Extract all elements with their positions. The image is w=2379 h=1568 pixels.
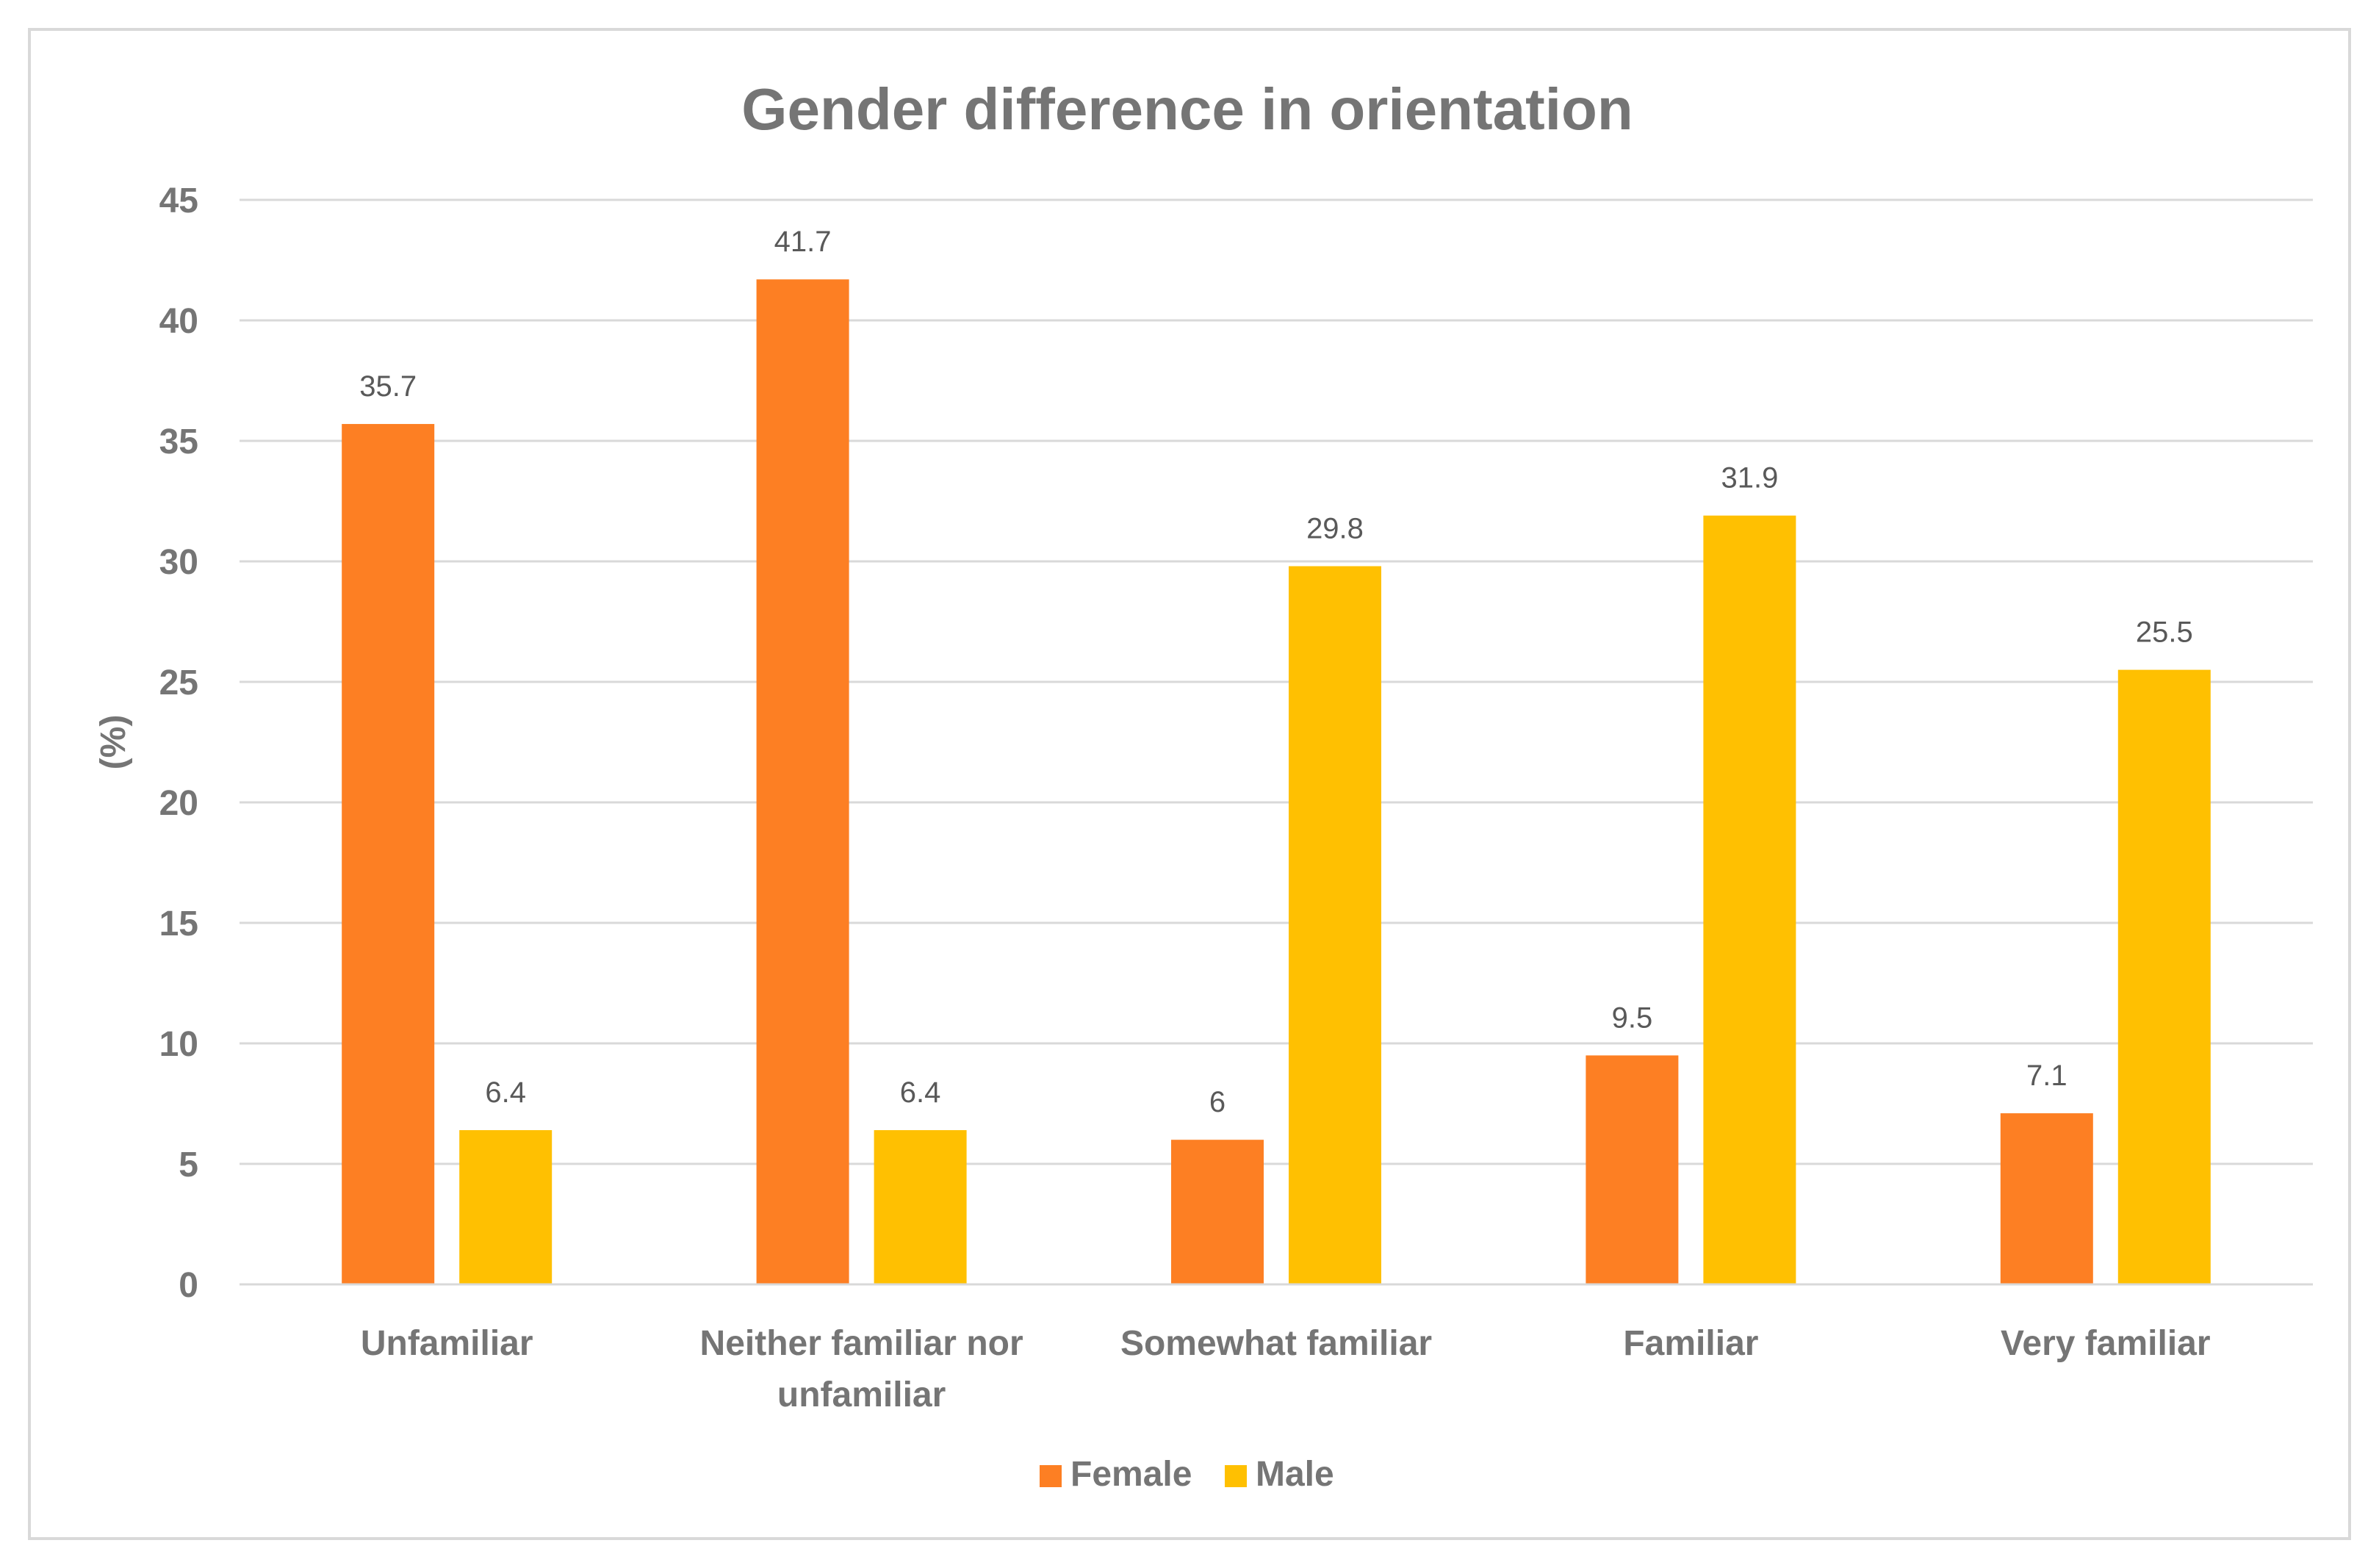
category-labels: Unfamiliar Neither familiar nor unfamiliar… xyxy=(361,1324,2211,1414)
bar-male-0 xyxy=(459,1130,553,1284)
data-label-female-3: 9.5 xyxy=(1612,1001,1653,1034)
y-tick-label: 25 xyxy=(159,663,198,702)
data-label-male-4: 25.5 xyxy=(2136,616,2193,649)
chart-title: Gender difference in orientation xyxy=(741,76,1633,142)
data-label-male-0: 6.4 xyxy=(485,1076,526,1109)
data-label-female-0: 35.7 xyxy=(359,370,417,403)
bar-female-0 xyxy=(342,424,435,1284)
bar-male-3 xyxy=(1703,515,1796,1285)
data-label-male-3: 31.9 xyxy=(1721,462,1778,495)
y-tick-label: 45 xyxy=(159,181,198,220)
y-tick-label: 30 xyxy=(159,543,198,582)
legend-label-female: Female xyxy=(1070,1455,1192,1494)
category-label: Familiar xyxy=(1623,1324,1758,1363)
data-label-female-4: 7.1 xyxy=(2026,1060,2067,1092)
y-tick-label: 40 xyxy=(159,302,198,341)
y-tick-label: 15 xyxy=(159,905,198,943)
bar-male-1 xyxy=(874,1130,967,1284)
y-tick-label: 20 xyxy=(159,784,198,823)
category-label: Very familiar xyxy=(2001,1324,2211,1363)
category-label: Somewhat familiar xyxy=(1120,1324,1432,1363)
y-tick-label: 0 xyxy=(179,1266,198,1305)
bar-female-4 xyxy=(2000,1113,2093,1284)
category-label: Unfamiliar xyxy=(361,1324,533,1363)
bar-female-1 xyxy=(756,279,849,1284)
bar-female-3 xyxy=(1586,1055,1679,1284)
bars xyxy=(240,279,2313,1286)
bar-male-2 xyxy=(1289,566,1381,1284)
y-axis-ticks: 0 5 10 15 20 25 30 35 40 45 xyxy=(159,181,198,1305)
data-label-male-1: 6.4 xyxy=(900,1076,941,1109)
bar-female-2 xyxy=(1171,1140,1264,1284)
legend-label-male: Male xyxy=(1256,1455,1334,1494)
legend-swatch-male xyxy=(1225,1465,1247,1487)
category-label: Neither familiar nor unfamiliar xyxy=(700,1324,1023,1414)
y-tick-label: 5 xyxy=(179,1146,198,1184)
legend: Female Male xyxy=(1040,1455,1334,1494)
y-tick-label: 35 xyxy=(159,422,198,461)
y-axis-label: (%) xyxy=(94,715,133,770)
data-labels: 35.7 41.7 6 9.5 7.1 6.4 6.4 29.8 31.9 25.5 xyxy=(359,226,2192,1118)
data-label-female-1: 41.7 xyxy=(774,226,832,258)
y-tick-label: 10 xyxy=(159,1025,198,1064)
data-label-female-2: 6 xyxy=(1209,1086,1226,1118)
data-label-male-2: 29.8 xyxy=(1306,513,1364,545)
legend-swatch-female xyxy=(1040,1465,1062,1487)
bar-male-4 xyxy=(2117,669,2211,1284)
